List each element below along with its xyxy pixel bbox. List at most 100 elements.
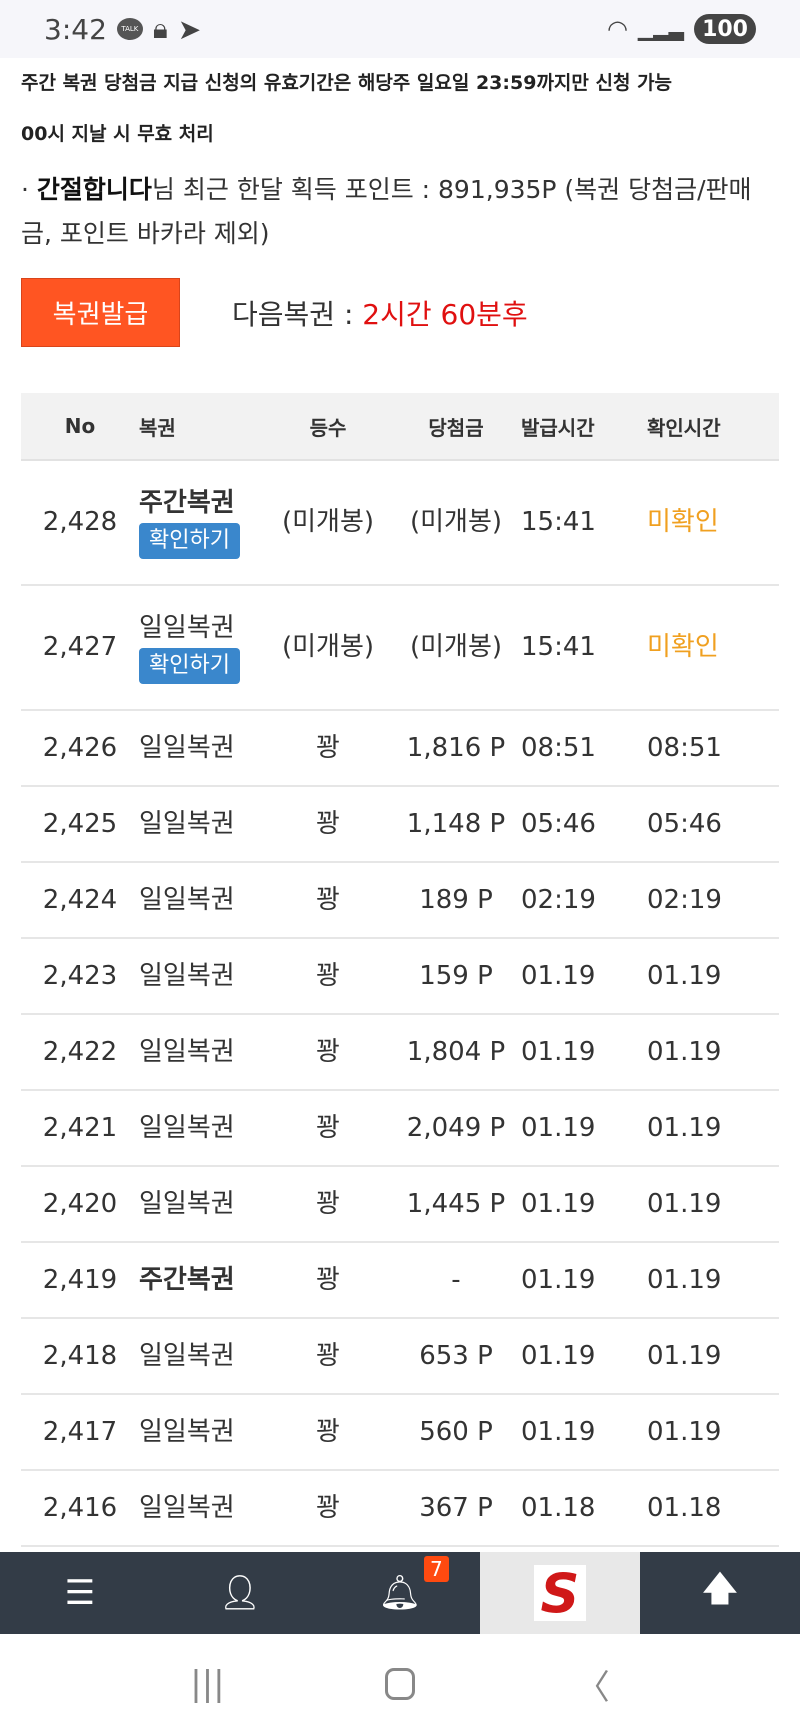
cell-rank: 꽝	[265, 1014, 391, 1091]
main-content: 주간 복권 당첨금 지급 신청의 유효기간은 해당주 일요일 23:59까지만 …	[21, 58, 779, 1552]
cell-prize: 1,816 P	[391, 710, 521, 787]
cell-type: 주간복권	[139, 1242, 265, 1319]
user-button[interactable]: 👤︎	[160, 1552, 320, 1634]
cell-checked: 01.19	[647, 1090, 779, 1167]
home-logo-button[interactable]: S	[480, 1552, 640, 1634]
cell-no: 2,424	[21, 862, 139, 939]
cell-issued: 01.19	[521, 1394, 647, 1471]
cell-checked: 02:19	[647, 862, 779, 939]
notifications-button[interactable]: 🔔︎ 7	[320, 1552, 480, 1634]
header-type: 복권	[139, 393, 265, 461]
arrow-up-icon: 🡅	[702, 1568, 738, 1609]
cell-no: 2,423	[21, 938, 139, 1015]
site-logo: S	[534, 1562, 586, 1625]
cell-type: 일일복권	[139, 1166, 265, 1243]
next-lottery: 다음복권 : 2시간 60분후	[232, 293, 528, 333]
cell-prize: 1,804 P	[391, 1014, 521, 1091]
lottery-type: 일일복권	[139, 1036, 235, 1067]
cell-prize: (미개봉)	[391, 585, 521, 711]
battery-indicator: 100	[694, 14, 756, 44]
cell-issued: 01.19	[521, 1318, 647, 1395]
cell-type: 일일복권	[139, 1318, 265, 1395]
cell-checked: 01.18	[647, 1470, 779, 1547]
issue-lottery-button[interactable]: 복권발급	[21, 278, 180, 347]
cell-checked: 05:46	[647, 786, 779, 863]
cell-rank: 꽝	[265, 1318, 391, 1395]
table-row: 2,416 일일복권 꽝 367 P 01.18 01.18	[21, 1470, 779, 1547]
lock-icon: 🔒︎	[152, 12, 168, 45]
recent-apps-icon[interactable]: |||	[190, 1664, 225, 1704]
cell-rank: 꽝	[265, 1166, 391, 1243]
lottery-type: 일일복권	[139, 612, 235, 643]
check-button[interactable]: 확인하기	[139, 523, 240, 559]
menu-button[interactable]: ☰	[0, 1552, 160, 1634]
username: 간절합니다	[36, 175, 152, 204]
cell-rank: 꽝	[265, 1090, 391, 1167]
cell-prize: 1,445 P	[391, 1166, 521, 1243]
lottery-type: 주간복권	[139, 1264, 235, 1295]
signal-icon: ▁▂▃	[637, 17, 685, 41]
header-no: No	[21, 393, 139, 461]
cell-rank: (미개봉)	[265, 585, 391, 711]
table-row: 2,423 일일복권 꽝 159 P 01.19 01.19	[21, 938, 779, 1015]
cell-no: 2,419	[21, 1242, 139, 1319]
notification-badge: 7	[424, 1556, 449, 1582]
header-issued: 발급시간	[521, 393, 647, 461]
bullet: ·	[21, 175, 29, 204]
cell-rank: 꽝	[265, 710, 391, 787]
cell-rank: 꽝	[265, 1242, 391, 1319]
points-summary: · 간절합니다님 최근 한달 획득 포인트 : 891,935P (복권 당첨금…	[21, 168, 779, 256]
table-row: 2,428 주간복권 확인하기 (미개봉) (미개봉) 15:41 미확인	[21, 460, 779, 586]
cell-checked: 01.19	[647, 1242, 779, 1319]
cell-rank: 꽝	[265, 1394, 391, 1471]
check-button[interactable]: 확인하기	[139, 648, 240, 684]
scroll-top-button[interactable]: 🡅	[640, 1552, 800, 1634]
cell-issued: 01.19	[521, 1014, 647, 1091]
cell-no: 2,427	[21, 585, 139, 711]
cell-checked: 01.19	[647, 938, 779, 1015]
system-nav: ||| 〈	[0, 1634, 800, 1734]
points-text: 님 최근 한달 획득 포인트 : 891,935P (복권 당첨금/판매금, 포…	[21, 175, 752, 248]
next-lottery-time: 2시간 60분후	[362, 297, 528, 331]
table-row: 2,420 일일복권 꽝 1,445 P 01.19 01.19	[21, 1166, 779, 1243]
cell-prize: -	[391, 1242, 521, 1319]
cell-issued: 01.19	[521, 1242, 647, 1319]
lottery-type: 일일복권	[139, 1188, 235, 1219]
table-row: 2,427 일일복권 확인하기 (미개봉) (미개봉) 15:41 미확인	[21, 585, 779, 711]
status-time: 3:42	[44, 12, 107, 46]
cell-no: 2,421	[21, 1090, 139, 1167]
table-row: 2,419 주간복권 꽝 - 01.19 01.19	[21, 1242, 779, 1319]
cell-prize: 2,049 P	[391, 1090, 521, 1167]
header-checked: 확인시간	[647, 393, 779, 461]
cell-no: 2,417	[21, 1394, 139, 1471]
cell-no: 2,420	[21, 1166, 139, 1243]
cell-type: 일일복권	[139, 862, 265, 939]
cell-rank: 꽝	[265, 1470, 391, 1547]
header-prize: 당첨금	[391, 393, 521, 461]
status-bar: 3:42 TALK 🔒︎ ➤ ◠ ▁▂▃ 100	[0, 0, 800, 58]
table-header: No 복권 등수 당첨금 발급시간 확인시간	[21, 393, 779, 461]
cell-prize: 159 P	[391, 938, 521, 1015]
table-row: 2,422 일일복권 꽝 1,804 P 01.19 01.19	[21, 1014, 779, 1091]
cell-issued: 02:19	[521, 862, 647, 939]
back-icon[interactable]: 〈	[575, 1667, 610, 1708]
home-icon[interactable]	[385, 1668, 416, 1700]
cell-issued: 15:41	[521, 585, 647, 711]
cell-issued: 01.19	[521, 1090, 647, 1167]
lottery-type: 주간복권	[139, 487, 235, 518]
lottery-type: 일일복권	[139, 732, 235, 763]
table-row: 2,425 일일복권 꽝 1,148 P 05:46 05:46	[21, 786, 779, 863]
cell-no: 2,425	[21, 786, 139, 863]
cell-checked: 미확인	[647, 460, 779, 586]
cell-issued: 01.18	[521, 1470, 647, 1547]
cell-rank: 꽝	[265, 938, 391, 1015]
menu-icon: ☰	[64, 1573, 96, 1613]
cell-prize: 653 P	[391, 1318, 521, 1395]
cell-issued: 08:51	[521, 710, 647, 787]
cell-rank: 꽝	[265, 786, 391, 863]
table-row: 2,417 일일복권 꽝 560 P 01.19 01.19	[21, 1394, 779, 1471]
cell-checked: 01.19	[647, 1166, 779, 1243]
cell-checked: 08:51	[647, 710, 779, 787]
lottery-type: 일일복권	[139, 1340, 235, 1371]
